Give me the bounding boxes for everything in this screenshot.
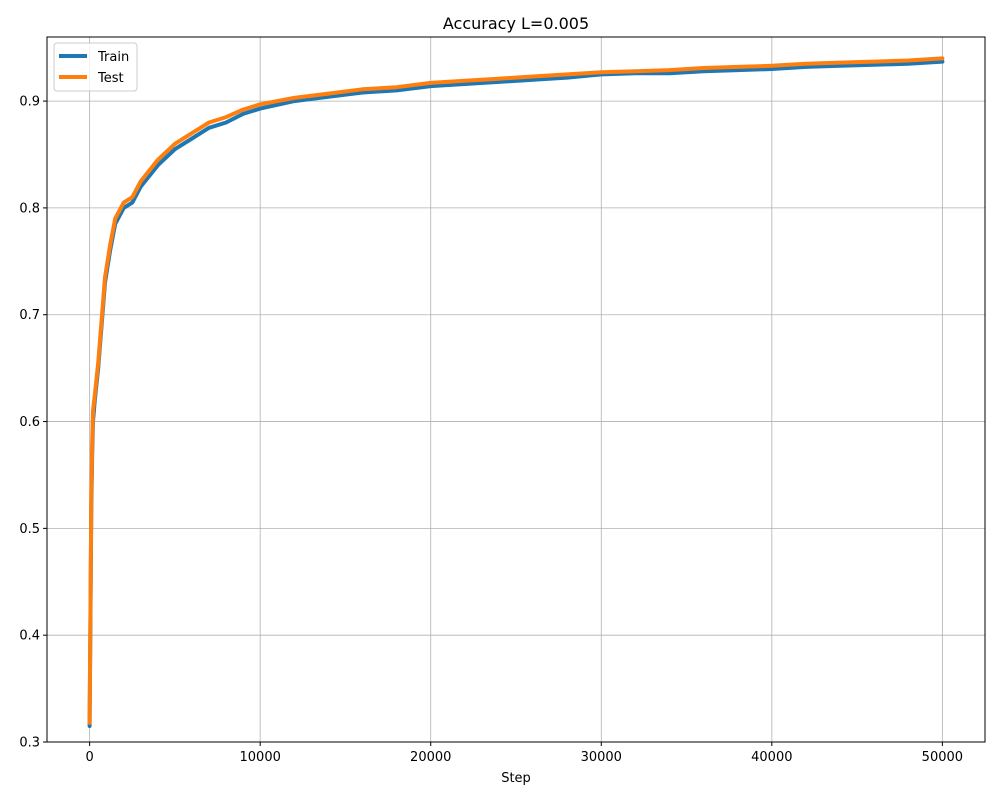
data-point-test	[241, 108, 245, 112]
y-tick-label: 0.8	[19, 201, 40, 216]
x-tick-label: 20000	[410, 750, 451, 765]
data-point-test	[838, 61, 842, 65]
data-point-test	[940, 56, 945, 61]
x-tick-label: 0	[85, 750, 93, 765]
data-point-test	[429, 81, 433, 85]
data-point-test	[156, 158, 160, 162]
data-point-test	[736, 65, 740, 69]
y-tick-label: 0.5	[19, 522, 40, 537]
data-point-test	[599, 70, 603, 74]
x-axis-label: Step	[501, 771, 531, 786]
legend-label-test: Test	[97, 71, 124, 86]
grid	[47, 37, 985, 743]
data-point-test	[89, 494, 93, 498]
data-point-train	[804, 65, 808, 69]
data-point-train	[156, 163, 160, 167]
data-point-test	[90, 441, 94, 445]
data-point-test	[190, 131, 194, 135]
data-point-test	[667, 68, 672, 72]
data-point-train	[702, 69, 706, 73]
data-point-test	[108, 243, 112, 247]
data-point-train	[130, 201, 134, 205]
data-point-test	[804, 62, 808, 66]
data-point-test	[94, 377, 99, 381]
data-point-test	[88, 601, 93, 605]
x-axis: 0 10000 20000 30000 40000 50000	[85, 742, 963, 765]
data-point-test	[173, 142, 177, 146]
x-tick-label: 50000	[922, 750, 963, 765]
data-point-test	[113, 217, 117, 221]
data-point-train	[770, 67, 774, 71]
data-point-train	[906, 62, 910, 66]
data-point-train	[872, 63, 876, 67]
data-point-test	[96, 361, 100, 365]
data-point-train	[88, 724, 92, 728]
data-point-test	[770, 64, 774, 68]
data-point-test	[88, 721, 92, 725]
data-point-train	[258, 107, 262, 111]
data-point-train	[736, 68, 740, 72]
x-tick-label: 40000	[751, 750, 792, 765]
x-tick-label: 10000	[240, 750, 281, 765]
data-point-test	[395, 85, 399, 89]
data-point-test	[872, 60, 876, 64]
data-point-train	[667, 71, 672, 75]
data-point-train	[207, 126, 211, 130]
data-point-test	[702, 66, 706, 70]
data-point-test	[633, 69, 638, 73]
data-point-train	[429, 84, 433, 88]
y-axis: 0.3 0.4 0.5 0.6 0.7 0.8 0.9	[19, 95, 47, 751]
data-point-test	[497, 77, 501, 81]
data-point-test	[93, 393, 97, 397]
data-point-train	[531, 78, 535, 82]
legend: Train Test	[53, 42, 138, 92]
data-point-train	[360, 90, 365, 95]
x-tick-label: 30000	[581, 750, 622, 765]
data-point-train	[463, 82, 467, 86]
data-point-train	[326, 95, 330, 99]
y-tick-label: 0.3	[19, 736, 40, 751]
chart-title: Accuracy L=0.005	[443, 14, 589, 33]
data-point-test	[531, 74, 535, 79]
y-tick-label: 0.7	[19, 308, 40, 323]
data-point-train	[292, 99, 296, 103]
data-point-train	[838, 64, 842, 68]
y-tick-label: 0.4	[19, 629, 40, 644]
legend-label-train: Train	[97, 50, 129, 65]
data-point-test	[360, 87, 365, 91]
data-point-test	[292, 96, 296, 100]
data-point-train	[497, 80, 501, 84]
data-point-test	[906, 58, 910, 63]
data-point-train	[224, 120, 228, 125]
plot-area-frame	[46, 36, 986, 743]
data-point-test	[207, 120, 211, 125]
data-point-train	[565, 76, 569, 80]
data-point-test	[91, 409, 95, 413]
data-point-train	[173, 147, 177, 151]
data-point-train	[395, 88, 399, 92]
y-tick-label: 0.9	[19, 95, 40, 110]
series-line-test	[87, 56, 945, 725]
data-point-test	[130, 195, 134, 199]
data-point-test	[565, 72, 569, 76]
data-point-test	[326, 92, 330, 96]
y-tick-label: 0.6	[19, 415, 40, 430]
plot-series	[87, 56, 945, 728]
data-point-test	[100, 318, 104, 322]
data-point-train	[190, 136, 194, 141]
data-point-test	[122, 201, 126, 205]
data-point-train	[940, 60, 945, 64]
data-point-test	[463, 79, 467, 83]
data-point-test	[224, 115, 228, 119]
data-point-test	[139, 179, 143, 183]
data-point-test	[258, 102, 262, 106]
data-point-test	[103, 275, 107, 279]
data-point-train	[241, 112, 245, 116]
